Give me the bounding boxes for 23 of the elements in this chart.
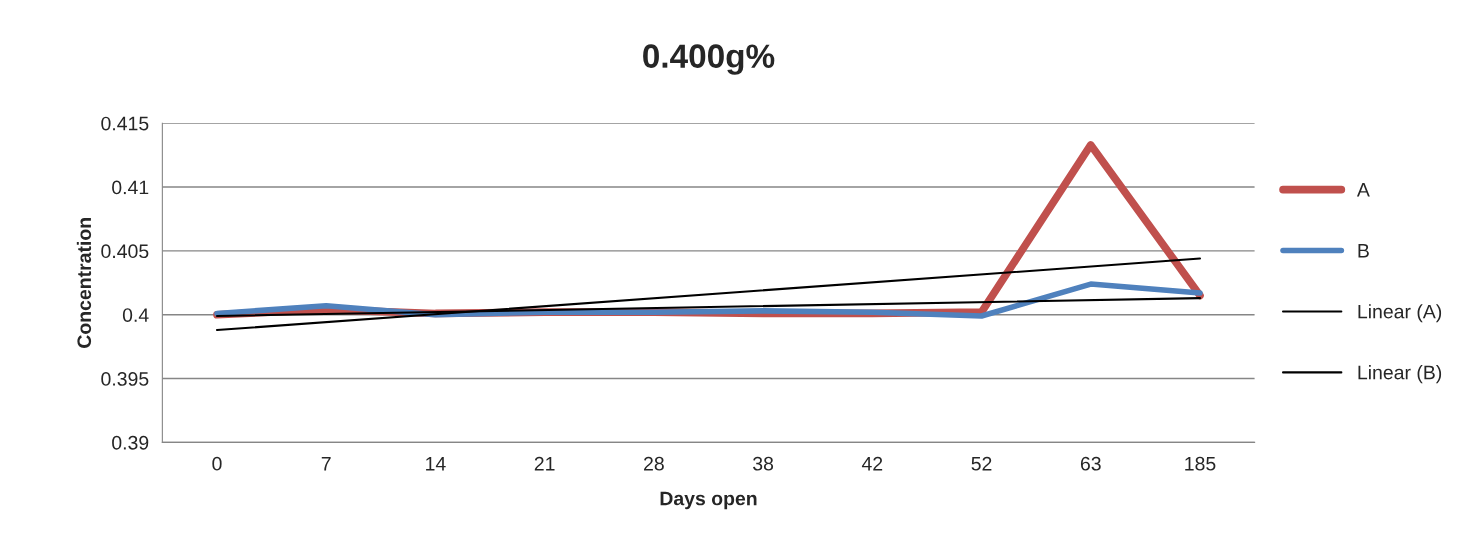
legend-label: Linear (A) (1358, 304, 1442, 323)
y-tick-label: 0.39 (112, 435, 149, 450)
x-tick-label: 63 (1080, 456, 1101, 471)
x-tick-label: 28 (644, 456, 664, 471)
x-tick-label: 42 (861, 456, 883, 471)
x-tick-label: 52 (971, 456, 992, 471)
x-tick-label: 21 (534, 456, 555, 471)
y-axis-title: Concentration (76, 218, 92, 348)
y-tick-label: 0.405 (101, 244, 149, 259)
x-tick-label: 0 (212, 456, 222, 471)
y-tick-label: 0.395 (101, 372, 149, 386)
y-tick-label: 0.415 (101, 116, 149, 131)
y-tick-label: 0.4 (122, 308, 149, 322)
x-tick-label: 38 (753, 456, 774, 471)
legend-label: B (1358, 244, 1369, 258)
legend-label: Linear (B) (1358, 365, 1442, 384)
chart-title: 0.400g% (643, 44, 775, 75)
x-tick-label: 14 (426, 457, 446, 471)
y-tick-label: 0.41 (112, 180, 149, 195)
x-axis-title: Days open (660, 491, 757, 510)
legend-label: A (1356, 183, 1370, 197)
x-tick-label: 7 (321, 457, 331, 471)
x-tick-label: 185 (1185, 456, 1216, 471)
